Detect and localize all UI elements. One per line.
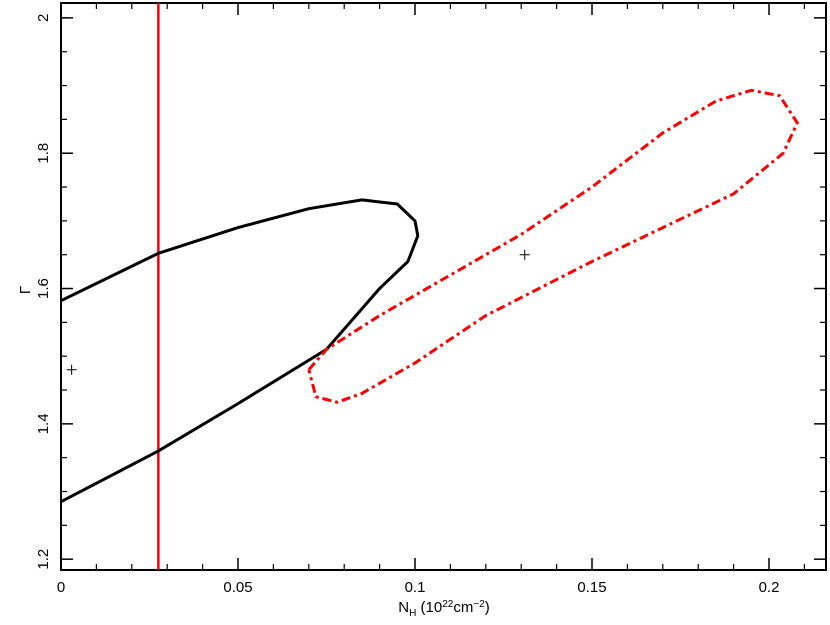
x-axis-label-part: 22 bbox=[442, 599, 454, 610]
x-tick-label: 0.2 bbox=[759, 579, 780, 596]
best-fit-marker bbox=[519, 249, 530, 260]
x-axis-label-part: N bbox=[398, 599, 409, 616]
x-axis-label: NH (1022cm−2) bbox=[398, 599, 489, 619]
x-tick-label: 0.1 bbox=[405, 579, 426, 596]
x-axis-label-part: (10 bbox=[416, 599, 442, 616]
y-axis-label: Γ bbox=[17, 286, 34, 294]
x-axis-label-part: ) bbox=[485, 599, 490, 616]
y-tick-label: 1.4 bbox=[35, 413, 52, 434]
y-tick-label: 1.6 bbox=[35, 278, 52, 299]
y-tick-label: 2 bbox=[35, 14, 52, 22]
y-tick-label: 1.2 bbox=[35, 549, 52, 570]
contour-line bbox=[60, 198, 420, 504]
best-fit-marker bbox=[66, 364, 77, 375]
plot-frame bbox=[60, 2, 827, 571]
y-tick-label: 1.8 bbox=[35, 143, 52, 164]
x-axis-label-part: H bbox=[409, 608, 416, 619]
x-tick-label: 0.15 bbox=[577, 579, 606, 596]
contour-line bbox=[307, 88, 799, 404]
x-tick-label: 0 bbox=[57, 579, 65, 596]
x-tick-label: 0.05 bbox=[223, 579, 252, 596]
x-axis-label-part: −2 bbox=[473, 599, 485, 610]
x-axis-label-part: cm bbox=[453, 599, 473, 616]
